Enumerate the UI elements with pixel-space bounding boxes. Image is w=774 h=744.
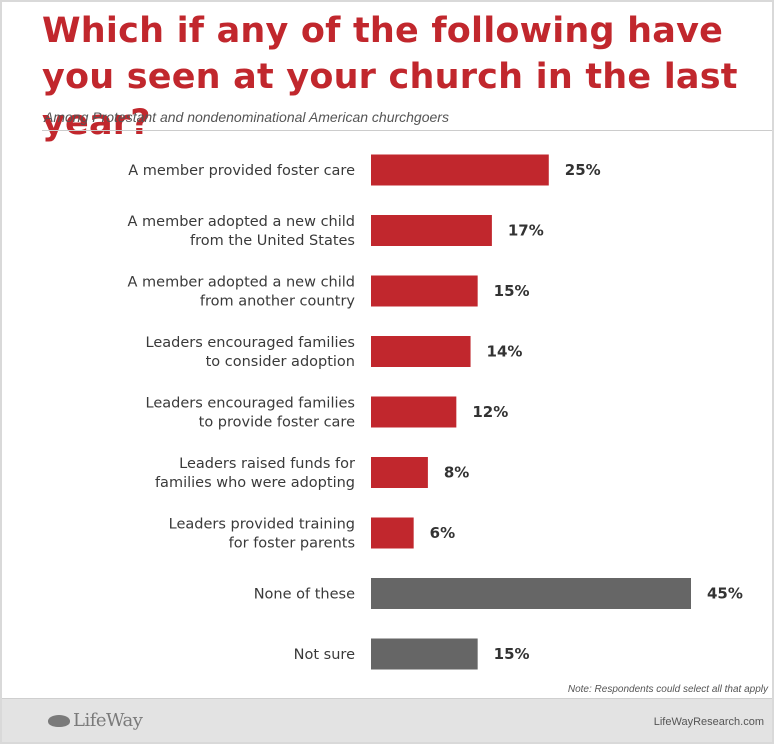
bar-value-label-7: 6% xyxy=(430,524,455,542)
category-label-6: Leaders raised funds for families who wer… xyxy=(155,456,355,491)
category-label-4: Leaders encouraged families to consider a… xyxy=(146,335,356,370)
bar-8 xyxy=(371,578,691,609)
bar-value-label-6: 8% xyxy=(444,464,469,482)
bar-value-label-3: 15% xyxy=(494,282,530,300)
bar-4 xyxy=(371,336,471,367)
footnote: Note: Respondents could select all that … xyxy=(567,684,768,695)
bar-value-label-2: 17% xyxy=(508,222,544,240)
lifeway-logo-icon xyxy=(48,714,70,727)
bar-value-label-4: 14% xyxy=(487,343,523,361)
bar-2 xyxy=(371,215,492,246)
chart-subtitle: Among Protestant and nondenominational A… xyxy=(44,109,449,125)
category-label-9: Not sure xyxy=(294,647,355,663)
logo-text: LifeWay xyxy=(73,710,143,731)
category-label-2: A member adopted a new child from the Uni… xyxy=(128,214,355,249)
category-label-5: Leaders encouraged families to provide fo… xyxy=(146,396,356,431)
lifeway-logo: LifeWay xyxy=(48,710,143,731)
website-link[interactable]: LifeWayResearch.com xyxy=(653,716,764,728)
title-line-2: you seen at your church in the last year… xyxy=(42,57,738,143)
category-label-7: Leaders provided training for foster pare… xyxy=(169,517,355,552)
subtitle-divider xyxy=(42,130,772,131)
category-label-8: None of these xyxy=(254,587,355,603)
footer-bar: LifeWay LifeWayResearch.com xyxy=(2,698,772,742)
bar-9 xyxy=(371,638,478,670)
category-label-3: A member adopted a new child from another… xyxy=(128,275,356,310)
bar-value-label-5: 12% xyxy=(472,403,508,421)
bar-value-label-9: 15% xyxy=(494,645,530,663)
chart-title: Which if any of the following have you s… xyxy=(42,8,772,146)
bar-chart: 25% A member provided foster care 17% A mem… xyxy=(128,154,743,670)
category-label-1: A member provided foster care xyxy=(128,163,355,179)
bar-1 xyxy=(371,154,549,186)
bar-value-label-8: 45% xyxy=(707,585,743,603)
bar-5 xyxy=(371,396,457,428)
bar-6 xyxy=(371,457,428,488)
bar-value-label-1: 25% xyxy=(565,161,601,179)
bar-3 xyxy=(371,275,478,307)
bar-7 xyxy=(371,517,414,549)
title-line-1: Which if any of the following have xyxy=(42,11,724,51)
